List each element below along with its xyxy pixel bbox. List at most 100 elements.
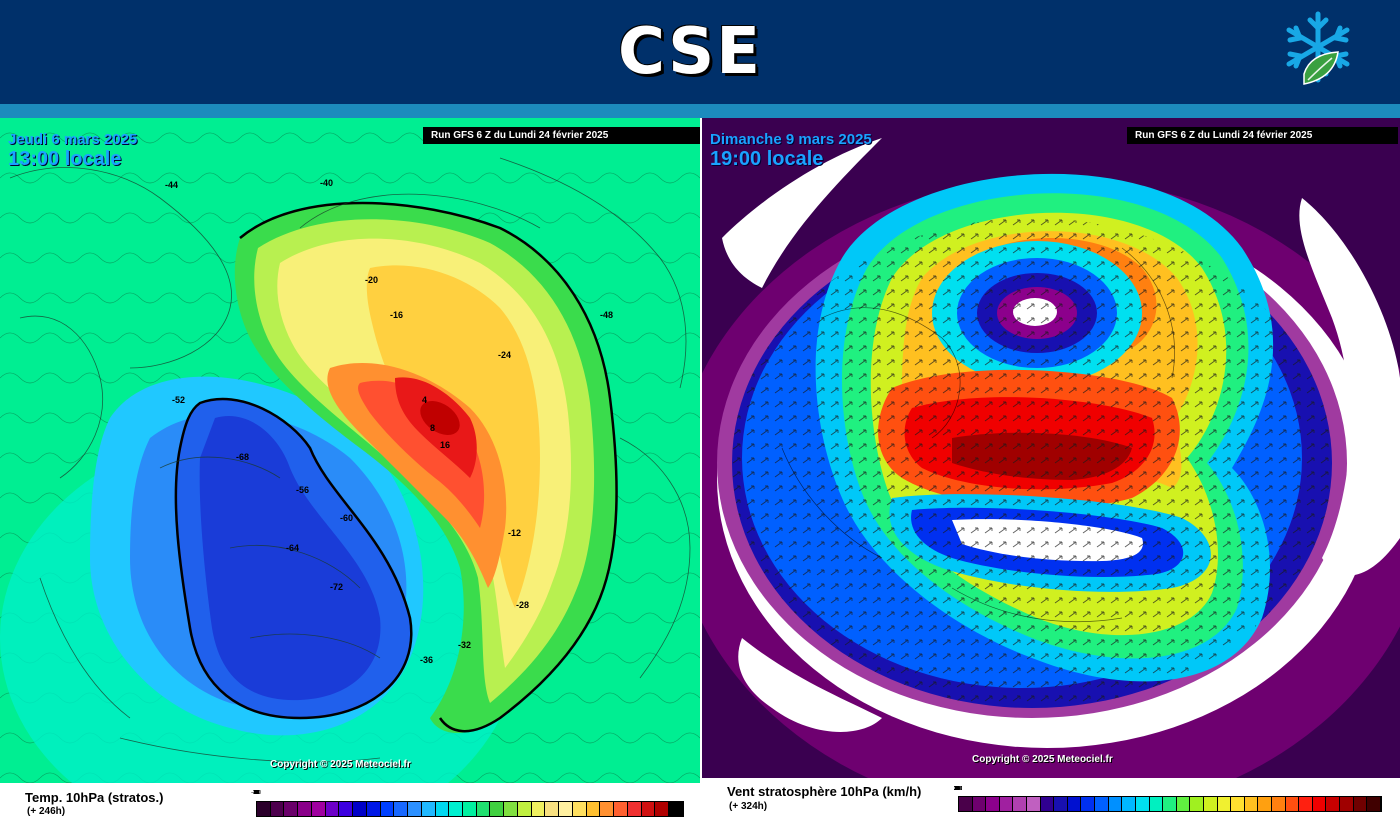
scale-tick-label: -40 xyxy=(252,790,260,796)
scale-color-cell xyxy=(1027,797,1041,811)
scale-tick-label: -4 xyxy=(253,790,259,796)
scale-tick-label: -96 xyxy=(252,790,260,796)
scale-color-cell xyxy=(517,802,532,816)
scale-tick-label: -32 xyxy=(252,790,260,796)
scale-color-cell xyxy=(1326,797,1341,811)
svg-text:-64: -64 xyxy=(286,543,299,553)
temperature-map-panel: -44 -48 -40 -20 -16 -24 -52 -68 -56 -60 … xyxy=(0,118,700,783)
temperature-map: -44 -48 -40 -20 -16 -24 -52 -68 -56 -60 … xyxy=(0,118,700,783)
scale-color-cell xyxy=(614,802,628,816)
scale-color-cell xyxy=(421,802,436,816)
scale-tick-label: -88 xyxy=(252,790,260,796)
scale-tick-label: -28 xyxy=(252,790,260,796)
svg-text:-20: -20 xyxy=(365,275,378,285)
scale-color-cell xyxy=(311,802,326,816)
scale-color-cell xyxy=(600,802,615,816)
scale-color-cell xyxy=(986,797,1000,811)
scale-color-cell xyxy=(627,802,642,816)
temperature-map-lead: (+ 246h) xyxy=(27,806,66,817)
scale-tick-label: 20 xyxy=(955,786,961,792)
scale-color-cell xyxy=(298,802,312,816)
scale-color-bar xyxy=(256,801,684,817)
scale-color-cell xyxy=(463,802,477,816)
scale-color-cell xyxy=(1312,797,1327,811)
svg-text:-16: -16 xyxy=(390,310,403,320)
scale-tick-label: 50 xyxy=(955,786,961,792)
scale-color-cell xyxy=(504,802,518,816)
brand-title: CSE xyxy=(618,15,762,89)
scale-color-cell xyxy=(959,797,973,811)
scale-color-cell xyxy=(972,797,987,811)
scale-color-cell xyxy=(1122,797,1136,811)
scale-color-cell xyxy=(1272,797,1286,811)
scale-color-cell xyxy=(408,802,422,816)
scale-tick-label: 80 xyxy=(955,786,961,792)
scale-tick-label: 130 xyxy=(953,786,963,792)
scale-tick-label: 170 xyxy=(953,786,963,792)
scale-tick-label: -8 xyxy=(253,790,259,796)
scale-color-cell xyxy=(366,802,381,816)
svg-text:-44: -44 xyxy=(165,180,178,190)
wind-map-panel: Dimanche 9 mars 2025 19:00 locale Run GF… xyxy=(702,118,1400,778)
scale-tick-label: 190 xyxy=(953,786,963,792)
scale-color-cell xyxy=(284,802,299,816)
scale-color-cell xyxy=(669,802,683,816)
header-accent-line xyxy=(0,104,1400,118)
scale-tick-label: 70 xyxy=(955,786,961,792)
svg-text:-52: -52 xyxy=(172,395,185,405)
scale-tick-label: -36 xyxy=(252,790,260,796)
scale-tick-label: 10 xyxy=(955,786,961,792)
scale-color-cell xyxy=(1108,797,1123,811)
scale-tick-label: 140 xyxy=(953,786,963,792)
scale-color-cell xyxy=(380,802,395,816)
scale-tick-label: 290 xyxy=(953,786,963,792)
scale-tick-label: 4 xyxy=(254,790,258,796)
scale-tick-label: -48 xyxy=(252,790,260,796)
scale-color-cell xyxy=(1040,797,1055,811)
scale-color-cell xyxy=(1067,797,1082,811)
scale-color-cell xyxy=(1231,797,1245,811)
scale-color-cell xyxy=(490,802,505,816)
scale-tick-label: 90 xyxy=(955,786,961,792)
scale-color-cell xyxy=(999,797,1014,811)
scale-tick-label: 150 xyxy=(953,786,963,792)
svg-text:-72: -72 xyxy=(330,582,343,592)
scale-tick-label: 60 xyxy=(955,786,961,792)
scale-color-cell xyxy=(586,802,601,816)
scale-tick-label: -80 xyxy=(252,790,260,796)
scale-tick-label: 0 xyxy=(956,786,960,792)
svg-text:-36: -36 xyxy=(420,655,433,665)
scale-tick-label: 280 xyxy=(953,786,963,792)
scale-tick-label: 40 xyxy=(955,786,961,792)
scale-color-cell xyxy=(339,802,354,816)
scale-tick-label: 250 xyxy=(953,786,963,792)
scale-color-cell xyxy=(1176,797,1191,811)
snowflake-leaf-logo xyxy=(1286,11,1350,85)
scale-tick-label: 240 xyxy=(953,786,963,792)
map-date-label: Jeudi 6 mars 2025 13:00 locale xyxy=(8,131,138,171)
model-run-label: Run GFS 6 Z du Lundi 24 février 2025 xyxy=(423,127,700,144)
scale-tick-label: 20 xyxy=(253,790,259,796)
scale-color-cell xyxy=(641,802,656,816)
scale-tick-label: -24 xyxy=(252,790,260,796)
scale-tick-label: -64 xyxy=(252,790,260,796)
scale-color-cell xyxy=(1285,797,1300,811)
scale-color-cell xyxy=(545,802,560,816)
scale-color-cell xyxy=(449,802,464,816)
scale-tick-label: 16 xyxy=(253,790,259,796)
scale-tick-label: -72 xyxy=(252,790,260,796)
svg-text:8: 8 xyxy=(430,423,435,433)
scale-color-cell xyxy=(325,802,340,816)
scale-tick-label: -20 xyxy=(252,790,260,796)
scale-tick-label: -60 xyxy=(252,790,260,796)
scale-color-bar xyxy=(958,796,1382,812)
scale-tick-label: 180 xyxy=(953,786,963,792)
scale-tick-label: 120 xyxy=(953,786,963,792)
scale-tick-label: 12 xyxy=(253,790,259,796)
wind-map xyxy=(702,118,1400,778)
scale-color-cell xyxy=(435,802,450,816)
scale-tick-label: 160 xyxy=(953,786,963,792)
scale-color-cell xyxy=(1081,797,1096,811)
svg-text:-48: -48 xyxy=(600,310,613,320)
svg-text:-28: -28 xyxy=(516,600,529,610)
